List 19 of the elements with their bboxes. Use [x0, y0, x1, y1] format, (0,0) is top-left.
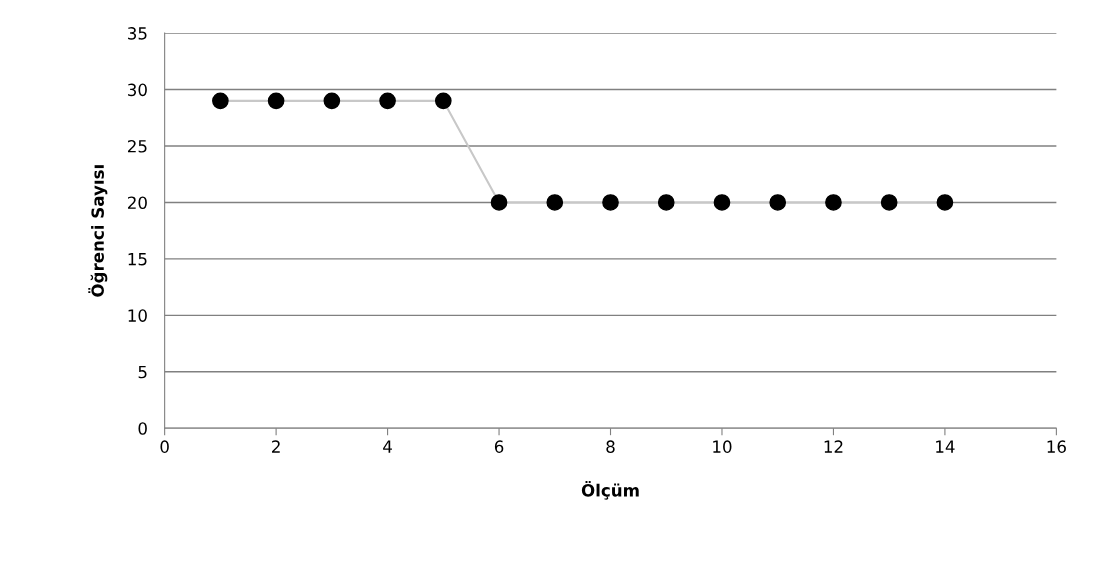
x-tick-label: 2 [272, 440, 280, 453]
x-tick-label: 14 [936, 440, 955, 453]
x-tick-label: 6 [494, 440, 504, 453]
y-tick-label: 10 [128, 309, 147, 322]
x-tick-label: 0 [160, 440, 169, 453]
y-tick-label: 35 [128, 27, 147, 40]
y-tick-label: 20 [127, 196, 147, 210]
x-tick-label: 4 [383, 440, 392, 453]
x-axis-title: Ölçüm [581, 480, 639, 500]
y-tick-label: 15 [128, 253, 147, 266]
y-tick-label: 5 [138, 365, 147, 379]
x-tick-label: 12 [824, 440, 843, 453]
y-axis-title: Öğrenci Sayısı [88, 165, 108, 297]
x-tick-label: 10 [713, 440, 732, 453]
x-tick-label: 8 [606, 440, 615, 453]
y-tick-label: 0 [138, 422, 147, 435]
y-tick-label: 30 [128, 83, 147, 97]
y-tick-label: 25 [127, 139, 147, 153]
x-tick-label: 16 [1047, 440, 1066, 453]
